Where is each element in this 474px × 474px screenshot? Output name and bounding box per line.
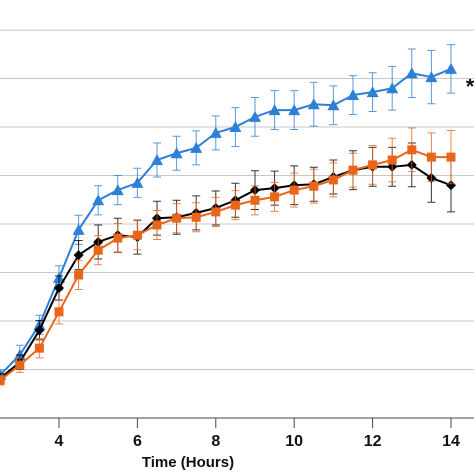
- series-line: [0, 67, 452, 376]
- point: [34, 343, 44, 353]
- series-line: [0, 163, 452, 380]
- point: [111, 184, 124, 196]
- point: [368, 160, 378, 170]
- point: [348, 165, 358, 175]
- point: [0, 375, 5, 385]
- point: [346, 89, 359, 101]
- point: [152, 220, 162, 230]
- point: [74, 270, 84, 280]
- x-tick-label: 8: [211, 433, 220, 450]
- point: [407, 145, 417, 155]
- point: [34, 325, 45, 336]
- x-tick-label: 10: [285, 433, 303, 450]
- point: [387, 155, 397, 165]
- point: [191, 212, 201, 222]
- x-tick-label: 6: [133, 433, 142, 450]
- point: [426, 152, 436, 162]
- annotation: *: [466, 74, 474, 99]
- x-tick-label: 12: [364, 433, 382, 450]
- point: [72, 223, 85, 235]
- x-tick-label: 14: [442, 433, 460, 450]
- point: [250, 195, 260, 205]
- point: [425, 71, 438, 83]
- point: [170, 147, 183, 159]
- point: [405, 67, 418, 79]
- point: [53, 283, 64, 294]
- point: [445, 180, 456, 191]
- point: [15, 360, 25, 370]
- x-tick-label: 4: [55, 433, 64, 450]
- point: [73, 250, 84, 261]
- point: [113, 233, 123, 243]
- point: [268, 104, 281, 116]
- point: [209, 126, 222, 138]
- x-axis-title: Time (Hours): [142, 454, 234, 471]
- point: [386, 82, 399, 94]
- point: [366, 86, 379, 98]
- point: [230, 200, 240, 210]
- point: [132, 230, 142, 240]
- point: [211, 207, 221, 217]
- point: [289, 185, 299, 195]
- point: [131, 176, 144, 188]
- point: [444, 62, 457, 74]
- point: [327, 99, 340, 111]
- point: [288, 104, 301, 116]
- point: [309, 181, 319, 191]
- point: [54, 307, 64, 317]
- point: [229, 121, 242, 133]
- point: [92, 194, 105, 206]
- point: [270, 192, 280, 202]
- point: [190, 141, 203, 153]
- series-line: [0, 148, 451, 381]
- point: [307, 98, 320, 110]
- point: [248, 110, 261, 122]
- point: [172, 213, 182, 223]
- point: [446, 152, 456, 162]
- point: [93, 245, 103, 255]
- point: [328, 175, 338, 185]
- point: [150, 154, 163, 166]
